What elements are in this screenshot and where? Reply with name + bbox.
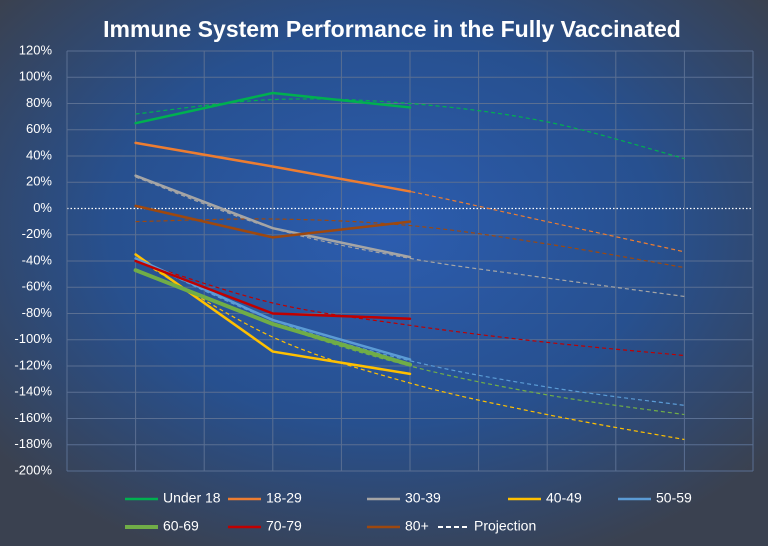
legend-label: Under 18 (163, 490, 221, 506)
legend-label: 30-39 (405, 490, 441, 506)
series-line (134, 204, 412, 239)
y-tick-label: 100% (19, 69, 53, 84)
series-line (134, 141, 412, 193)
projection-line (135, 257, 685, 441)
legend-label: 40-49 (546, 490, 582, 506)
y-tick-label: -20% (22, 226, 53, 241)
y-tick-label: -180% (14, 436, 52, 451)
y-tick-label: 0% (33, 200, 52, 215)
projection-line (135, 176, 685, 298)
legend: Under 18 18-29 30-39 40-49 50-59 60-69 70-79 80… (125, 490, 692, 534)
y-tick-label: -80% (22, 305, 53, 320)
y-tick-label: -200% (14, 462, 52, 477)
legend-label: 70-79 (266, 518, 302, 534)
lines (133, 91, 412, 376)
legend-label: 18-29 (266, 490, 302, 506)
legend-label: 50-59 (656, 490, 692, 506)
legend-label: 60-69 (163, 518, 199, 534)
y-tick-label: -160% (14, 410, 52, 425)
y-tick-label: 20% (26, 174, 52, 189)
legend-label: Projection (474, 518, 536, 534)
y-tick-label: 40% (26, 147, 52, 162)
y-tick-label: 80% (26, 95, 52, 110)
y-tick-label: -40% (22, 252, 53, 267)
projection-line (135, 260, 685, 357)
series-line (134, 174, 412, 259)
projection-line (135, 257, 685, 406)
y-tick-label: 60% (26, 121, 52, 136)
series-line (133, 268, 412, 367)
y-tick-label: -100% (14, 331, 52, 346)
series-line (134, 91, 412, 125)
y-tick-label: -120% (14, 357, 52, 372)
chart-title: Immune System Performance in the Fully V… (103, 16, 681, 42)
y-tick-label: 120% (19, 42, 53, 57)
y-tick-label: -140% (14, 384, 52, 399)
series-line (134, 259, 412, 320)
projection-line (135, 218, 685, 269)
grid: -200% -180% -160% -140% -120% -100% -80% -60% -4… (14, 42, 754, 477)
legend-label: 80+ (405, 518, 429, 534)
y-tick-label: -60% (22, 279, 53, 294)
